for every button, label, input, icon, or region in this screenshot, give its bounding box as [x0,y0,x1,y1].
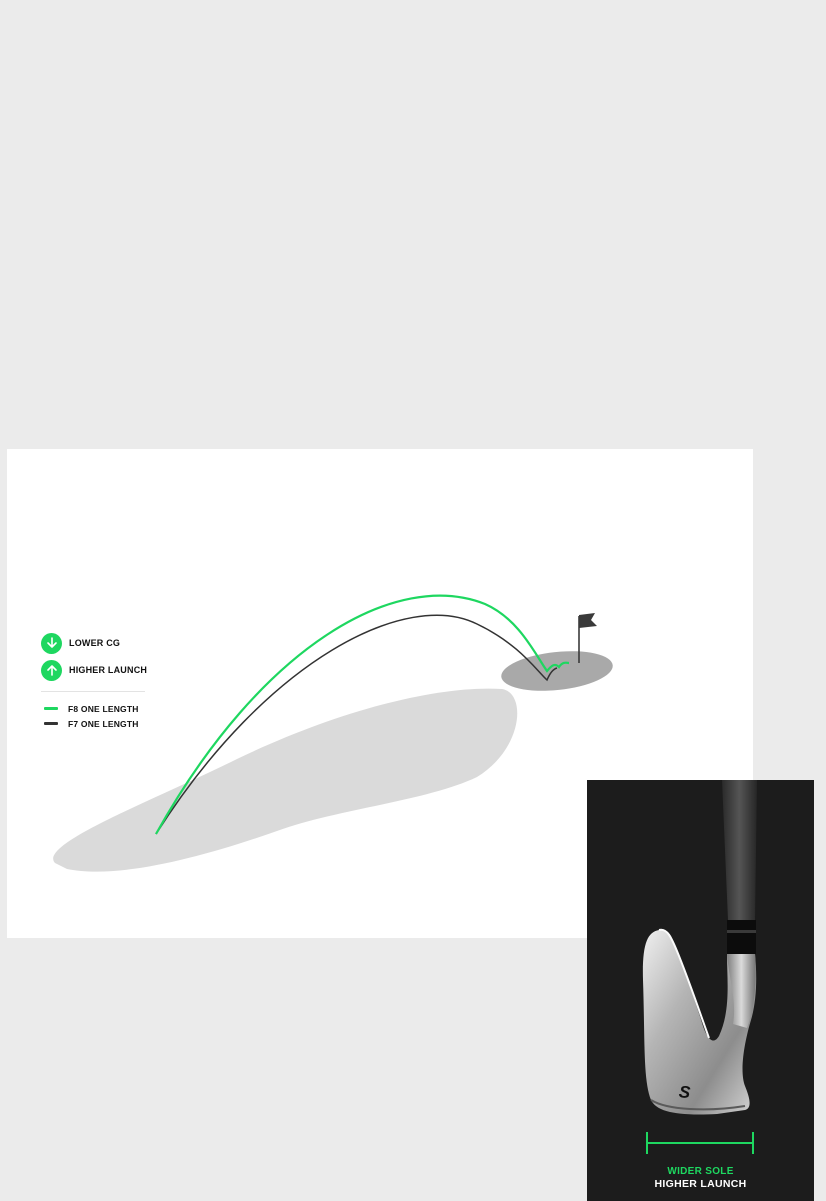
head-mark: S [678,1082,692,1102]
caption-higher-launch: HIGHER LAUNCH [654,1178,747,1190]
ferrule [727,920,756,954]
f8-swatch [44,707,58,710]
f8-trajectory-line [155,594,570,835]
iron-sole-card: S WIDER SOLE HIGHER LAUNCH [587,780,814,1201]
arrow-down-icon [41,632,62,654]
legend-line-label: F8 ONE LENGTH [68,703,139,714]
legend-item-lower-cg: LOWER CG [41,632,145,654]
caption-wider-sole: WIDER SOLE [667,1166,734,1177]
flag-icon [579,613,597,628]
legend: LOWER CG HIGHER LAUNCH F8 ONE LENGTH F7 … [41,632,148,731]
legend-line-label: F7 ONE LENGTH [68,718,139,729]
legend-line-f8: F8 ONE LENGTH [41,701,145,716]
legend-item-higher-launch: HIGHER LAUNCH [41,659,148,681]
f7-swatch [44,722,58,725]
shaft [722,780,757,920]
iron-caption: WIDER SOLE HIGHER LAUNCH [587,1166,814,1190]
club-head [642,929,757,1115]
legend-line-f7: F7 ONE LENGTH [41,716,145,731]
legend-divider [41,691,145,692]
legend-item-label: LOWER CG [69,638,121,648]
arrow-up-icon [41,659,62,681]
legend-item-label: HIGHER LAUNCH [69,665,148,675]
iron-illustration: S [642,780,757,1154]
green-shape [501,651,613,691]
f7-trajectory-line [155,614,558,835]
trajectory-diagram-card: LOWER CG HIGHER LAUNCH F8 ONE LENGTH F7 … [7,449,753,938]
trajectory-scene [53,594,613,872]
fairway-shape [53,688,518,872]
